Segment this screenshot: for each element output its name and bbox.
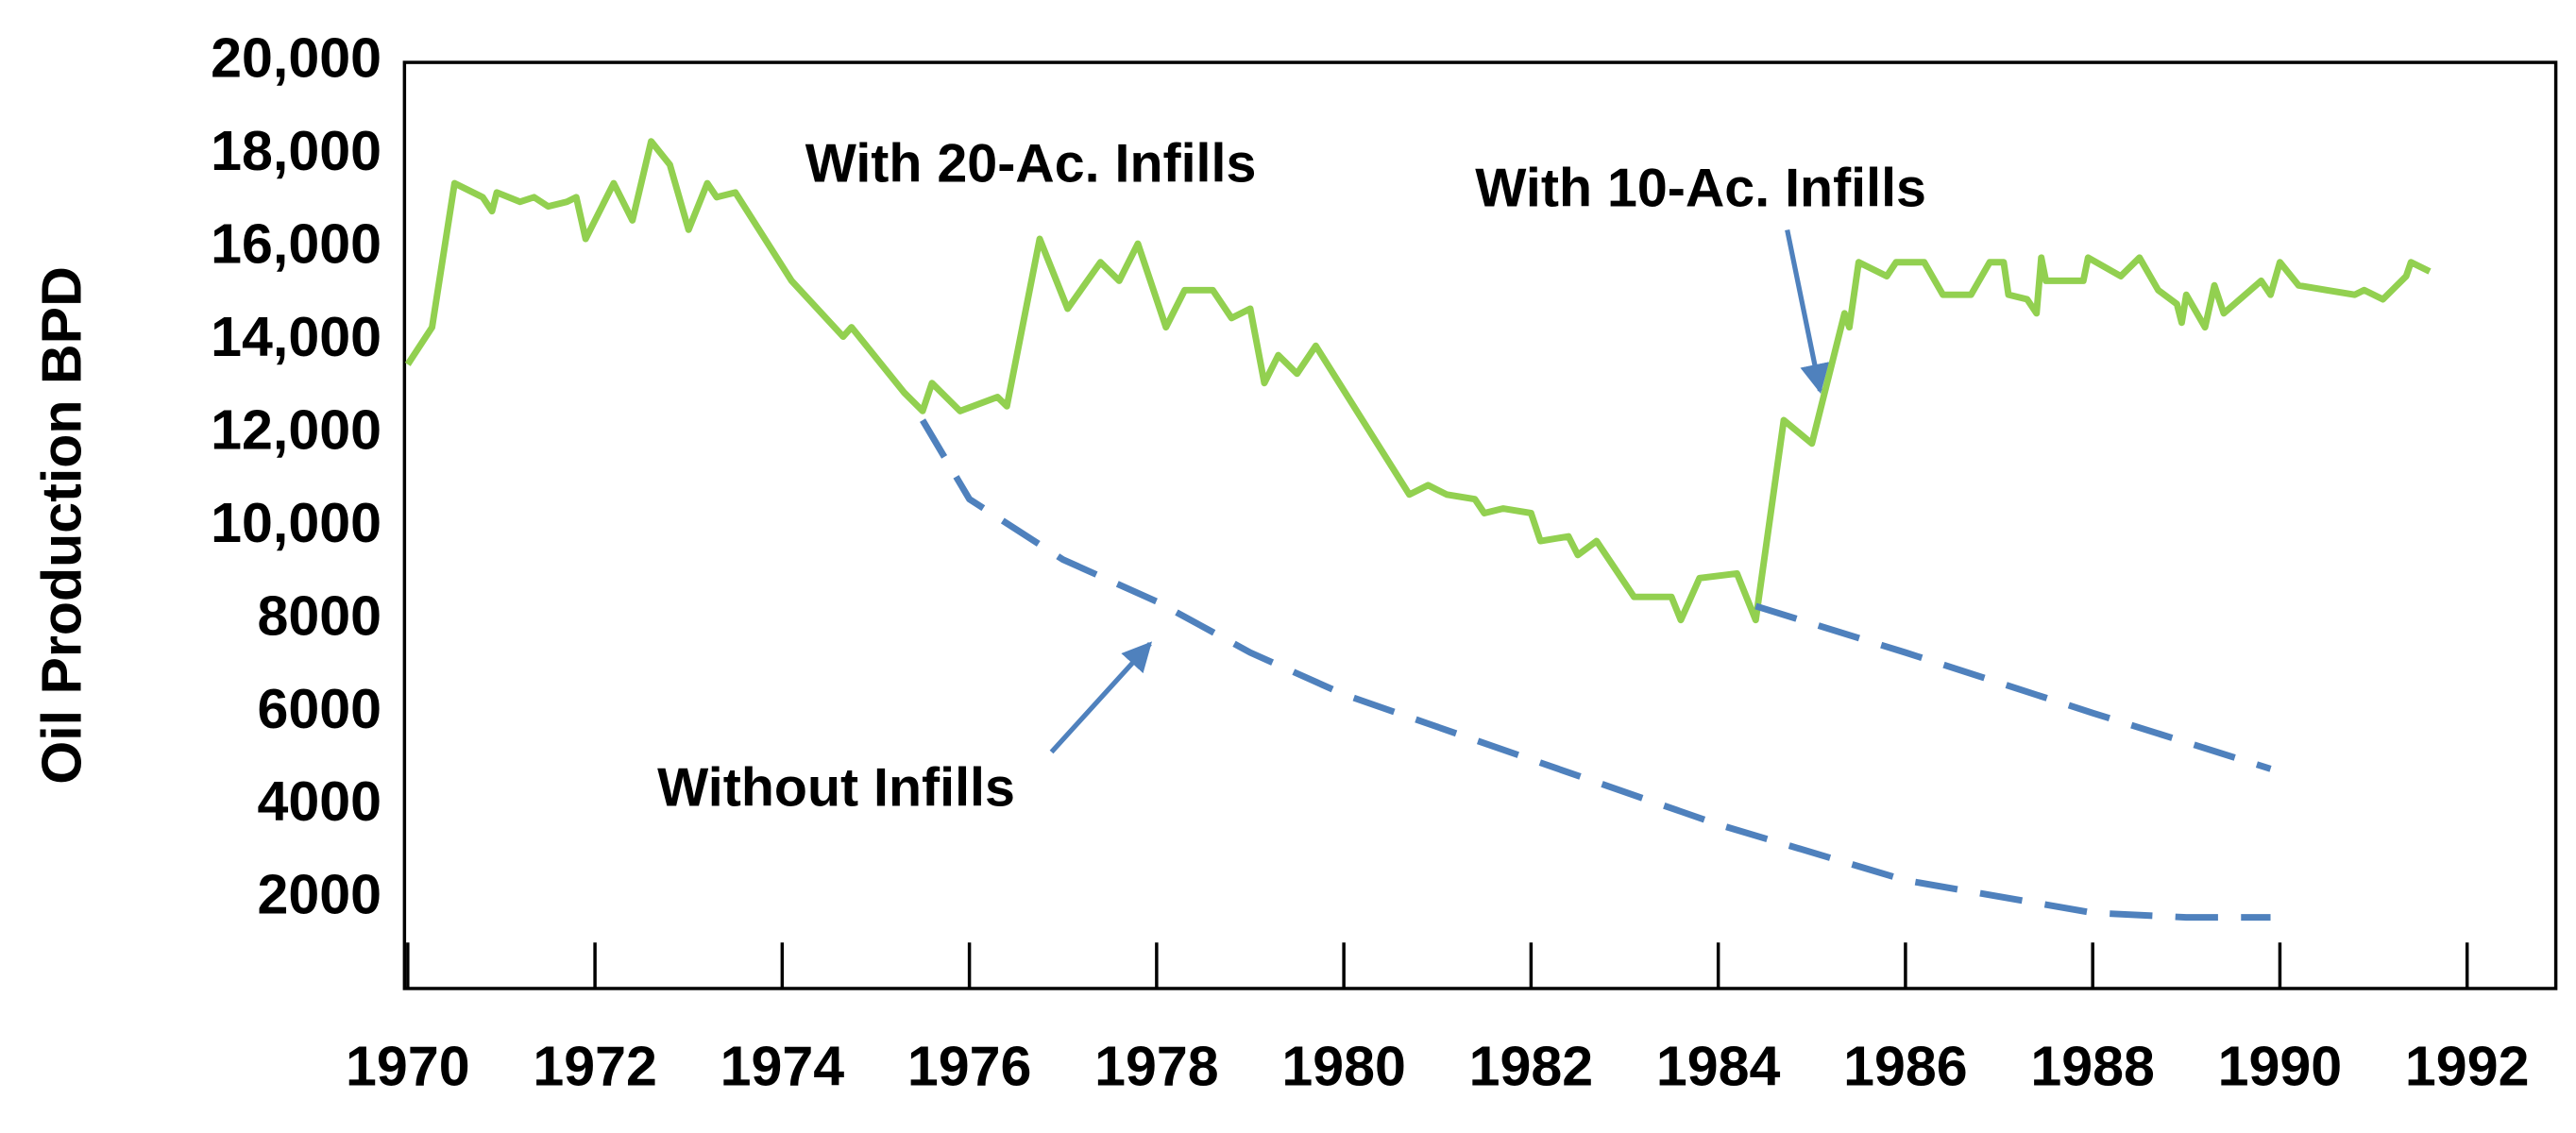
production-line	[404, 138, 2432, 624]
x-tick-label: 1988	[2030, 1035, 2155, 1098]
x-tick-label: 1970	[346, 1035, 470, 1098]
annotation: With 20-Ac. Infills	[805, 134, 1257, 194]
arrow	[1049, 641, 1153, 754]
x-tick-label: 1980	[1281, 1035, 1406, 1098]
arrow	[1785, 228, 1830, 394]
x-tick-label: 1972	[533, 1035, 657, 1098]
x-tick-label: 1982	[1469, 1035, 1594, 1098]
x-tick-label: 1974	[720, 1035, 845, 1098]
x-tick-label: 1984	[1656, 1035, 1781, 1098]
plot-frame	[402, 60, 2558, 990]
y-tick-label: 4000	[257, 769, 381, 833]
y-tick-label: 6000	[257, 677, 381, 740]
dashed-line	[1754, 602, 2272, 772]
annotation: Without Infills	[657, 757, 1015, 818]
y-tick-label: 12,000	[211, 397, 381, 461]
y-tick-label: 14,000	[211, 305, 381, 368]
y-tick-label: 10,000	[211, 491, 381, 554]
x-tick-label: 1978	[1094, 1035, 1219, 1098]
annotation: With 10-Ac. Infills	[1475, 159, 1926, 219]
x-tick-label: 1990	[2218, 1035, 2343, 1098]
dashed-line	[920, 418, 2271, 922]
y-tick-label: 18,000	[211, 119, 381, 182]
y-tick-label: 2000	[257, 863, 381, 926]
y-tick-label: 20,000	[211, 26, 381, 90]
x-tick-label: 1992	[2405, 1035, 2530, 1098]
y-tick-label: 8000	[257, 583, 381, 647]
x-tick-label: 1976	[907, 1035, 1032, 1098]
y-tick-label: 16,000	[211, 212, 381, 276]
x-tick-label: 1986	[1843, 1035, 1968, 1098]
y-axis-label: Oil Production BPD	[30, 266, 93, 785]
